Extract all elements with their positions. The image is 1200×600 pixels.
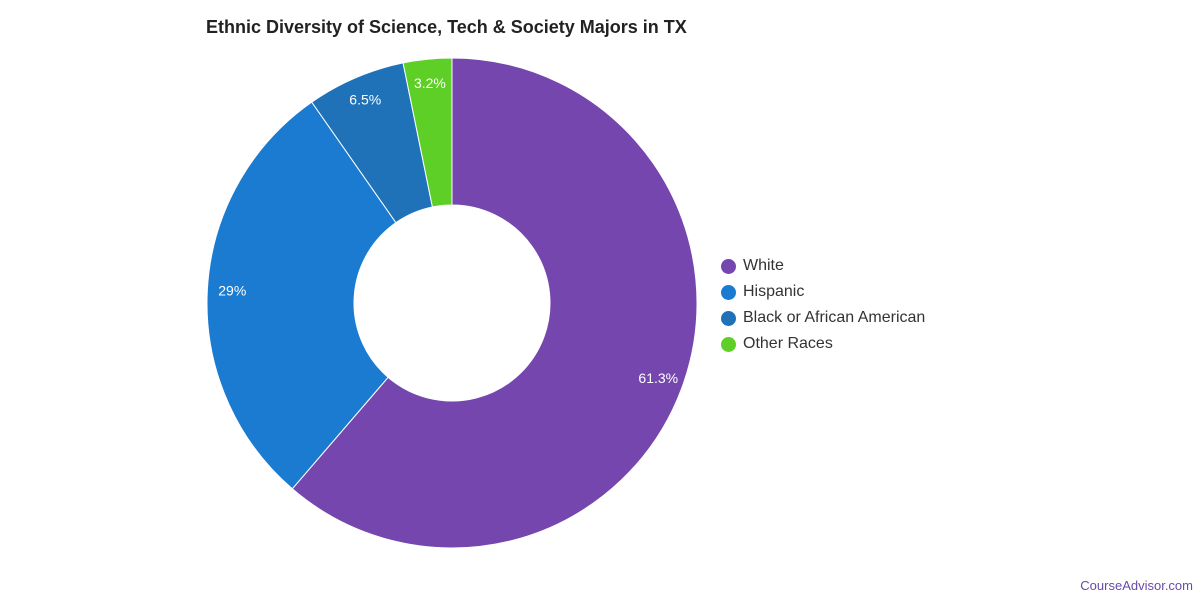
- chart-legend: White Hispanic Black or African American…: [721, 253, 925, 357]
- legend-item-other[interactable]: Other Races: [721, 331, 925, 357]
- legend-label-black: Black or African American: [743, 309, 926, 326]
- legend-item-white[interactable]: White: [721, 253, 925, 279]
- slice-other-races[interactable]: [402, 57, 453, 208]
- data-label-other-races: 3.2%: [414, 75, 446, 91]
- data-label-white: 61.3%: [638, 370, 678, 386]
- source-credit[interactable]: CourseAdvisor.com: [1080, 578, 1193, 593]
- slice-white[interactable]: [291, 57, 698, 549]
- legend-swatch-hispanic: [721, 284, 736, 300]
- legend-label-white: White: [743, 257, 784, 274]
- slice-hispanic[interactable]: [206, 101, 397, 490]
- legend-label-hispanic: Hispanic: [743, 283, 805, 300]
- legend-swatch-black: [721, 310, 736, 326]
- legend-swatch-other: [721, 336, 736, 352]
- data-label-black-or-african-american: 6.5%: [349, 92, 381, 108]
- legend-item-black[interactable]: Black or African American: [721, 305, 925, 331]
- legend-item-hispanic[interactable]: Hispanic: [721, 279, 925, 305]
- legend-label-other: Other Races: [743, 335, 833, 352]
- slices-group: [206, 57, 698, 549]
- data-label-hispanic: 29%: [218, 283, 246, 299]
- chart-title: Ethnic Diversity of Science, Tech & Soci…: [206, 17, 687, 37]
- data-labels-group: 61.3% 29% 6.5% 3.2%: [218, 75, 678, 386]
- legend-swatch-white: [721, 258, 736, 274]
